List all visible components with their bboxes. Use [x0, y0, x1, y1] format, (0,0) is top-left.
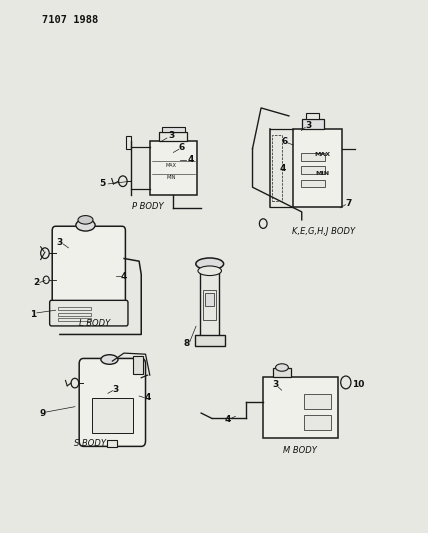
Bar [293, 129, 342, 206]
Text: 7: 7 [346, 199, 352, 208]
FancyBboxPatch shape [79, 359, 146, 447]
Ellipse shape [196, 258, 223, 270]
Bar [159, 132, 187, 141]
Text: 10: 10 [352, 381, 364, 389]
Bar [205, 293, 214, 306]
Text: MIN: MIN [315, 171, 330, 176]
Bar [302, 118, 324, 129]
Text: K,E,G,H,J BODY: K,E,G,H,J BODY [291, 228, 355, 236]
Ellipse shape [101, 355, 118, 365]
Text: L BODY: L BODY [78, 319, 110, 328]
Text: 4: 4 [279, 164, 285, 173]
Bar [304, 416, 330, 431]
Text: 4: 4 [145, 393, 151, 402]
Text: 9: 9 [40, 409, 46, 417]
Bar [304, 394, 330, 409]
Bar [107, 440, 117, 448]
Bar [195, 335, 225, 346]
Text: 3: 3 [168, 132, 174, 140]
Bar [150, 141, 197, 195]
Bar [126, 136, 131, 149]
Bar [58, 318, 91, 321]
Text: 7107 1988: 7107 1988 [42, 15, 99, 25]
Ellipse shape [198, 266, 222, 276]
Text: P BODY: P BODY [132, 202, 163, 211]
Bar [58, 307, 91, 310]
Text: S BODY: S BODY [74, 439, 106, 448]
Text: 3: 3 [305, 121, 311, 130]
Ellipse shape [78, 215, 93, 224]
Text: MAX: MAX [166, 163, 176, 168]
Bar [133, 356, 143, 374]
Ellipse shape [276, 364, 288, 372]
Text: 2: 2 [33, 278, 39, 287]
Bar [203, 290, 216, 320]
Text: 4: 4 [225, 415, 231, 424]
Bar [263, 377, 338, 438]
Bar [161, 127, 185, 132]
Ellipse shape [76, 220, 95, 231]
Bar [92, 399, 133, 433]
Text: 4: 4 [121, 272, 127, 280]
Bar [58, 312, 91, 316]
Text: 4: 4 [187, 156, 193, 164]
Text: 6: 6 [282, 137, 288, 146]
Bar [300, 166, 325, 174]
Text: 5: 5 [100, 180, 106, 188]
Bar [306, 114, 319, 118]
Text: 3: 3 [272, 381, 278, 389]
FancyBboxPatch shape [52, 227, 125, 323]
Bar [273, 368, 291, 377]
Bar [300, 180, 325, 187]
Text: 3: 3 [113, 385, 119, 393]
Text: MAX: MAX [315, 152, 331, 157]
Bar [272, 134, 282, 201]
Text: 1: 1 [30, 310, 36, 319]
FancyBboxPatch shape [50, 301, 128, 326]
Text: 3: 3 [57, 238, 63, 247]
Text: 6: 6 [179, 143, 185, 151]
Bar [300, 153, 325, 160]
Text: MIN: MIN [166, 175, 176, 180]
Text: 8: 8 [183, 340, 189, 348]
Text: M BODY: M BODY [282, 446, 317, 455]
